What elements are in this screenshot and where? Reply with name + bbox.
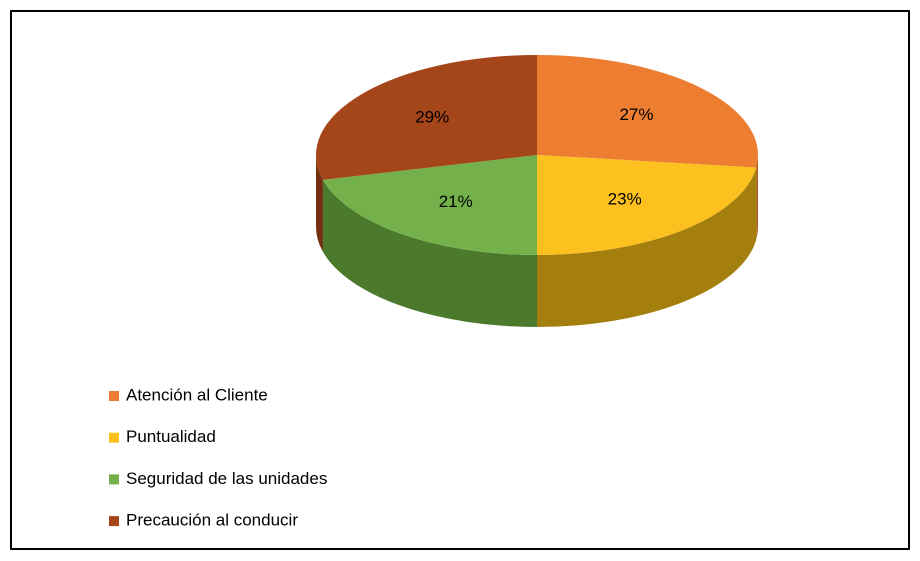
- legend-swatch: [109, 474, 119, 485]
- data-label: 27%: [619, 105, 653, 124]
- slice-side: [322, 179, 537, 327]
- data-label: 23%: [608, 189, 642, 208]
- legend-label: Precaución al conducir: [126, 511, 298, 530]
- slice-side: [537, 167, 757, 327]
- slice-side: [316, 155, 323, 252]
- legend-swatch: [109, 391, 119, 401]
- data-label: 29%: [415, 108, 449, 127]
- legend-label: Atención al Cliente: [126, 385, 268, 404]
- legend-swatch: [109, 432, 119, 443]
- slice: [537, 155, 757, 255]
- slice: [322, 155, 537, 255]
- data-label: 21%: [439, 192, 473, 211]
- legend-label: Seguridad de las unidades: [126, 469, 327, 488]
- slice: [315, 55, 537, 180]
- legend-swatch: [109, 516, 119, 527]
- slice-side: [756, 155, 758, 240]
- slice: [537, 55, 758, 168]
- legend-label: Puntualidad: [126, 427, 216, 446]
